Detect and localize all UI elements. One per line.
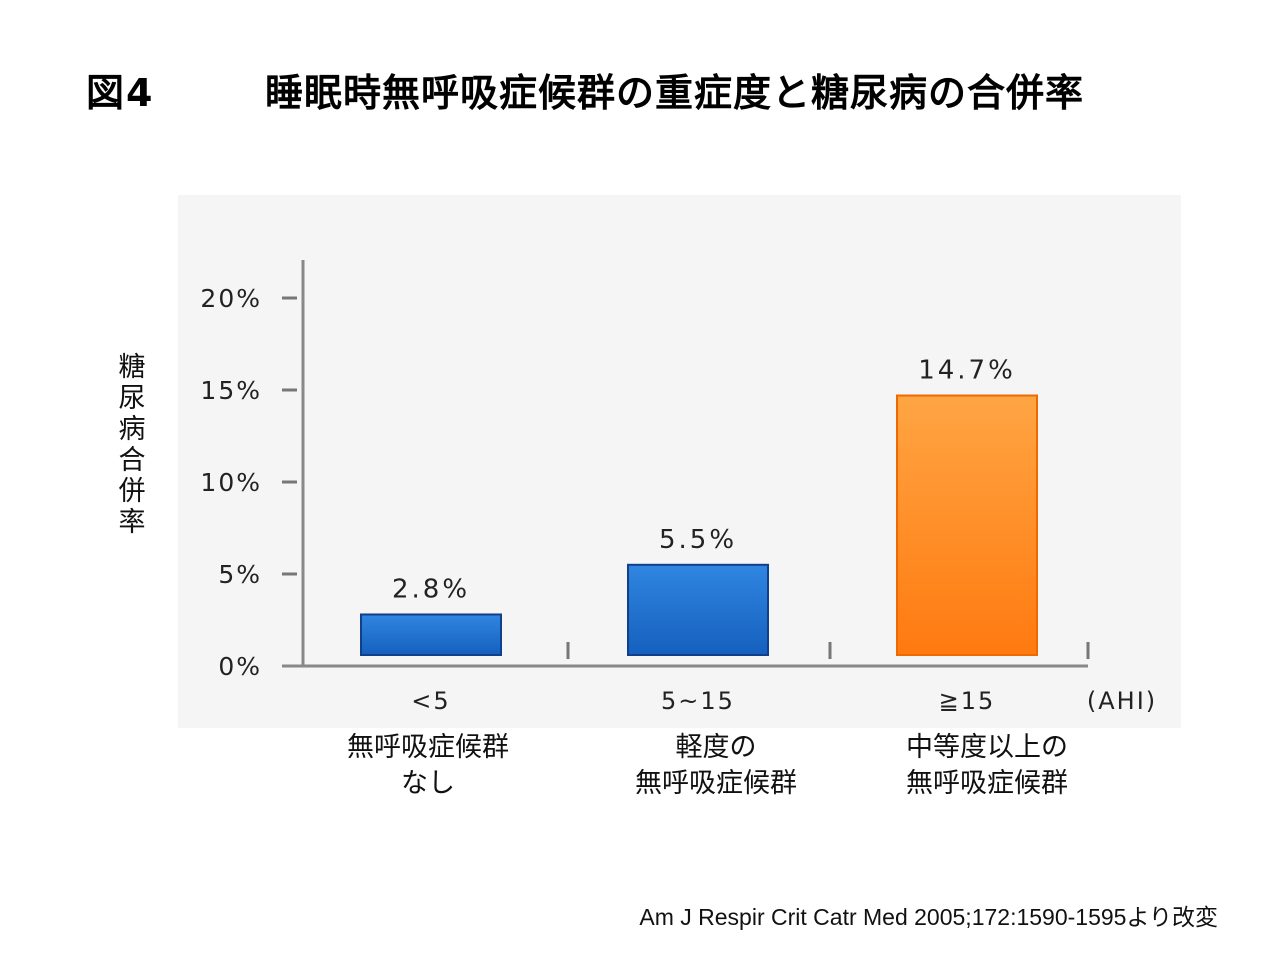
- category-description-1: 無呼吸症候群 なし: [298, 730, 558, 802]
- category-description-line: 無呼吸症候群: [635, 768, 797, 799]
- category-description-line: 中等度以上の: [906, 732, 1068, 763]
- bar-3: [896, 394, 1038, 656]
- bar-2: [627, 563, 769, 656]
- category-description-line: なし: [401, 768, 455, 799]
- category-description-2: 軽度の 無呼吸症候群: [586, 730, 846, 802]
- y-axis-label-char: 糖: [118, 352, 146, 383]
- y-axis-label-char: 病: [118, 414, 146, 445]
- x-axis-unit-label: (AHI): [1087, 687, 1157, 715]
- bar-value-label: 5.5%: [659, 525, 737, 555]
- category-description-line: 無呼吸症候群: [347, 732, 509, 763]
- y-axis-label-char: 合: [118, 445, 146, 476]
- y-axis-label-char: 尿: [118, 383, 146, 414]
- x-tick-label: 5~15: [661, 687, 735, 715]
- y-axis-label: 糖尿病合併率: [114, 352, 150, 538]
- y-tick-label: 15%: [200, 376, 262, 405]
- bar-value-label: 14.7%: [918, 356, 1016, 386]
- category-description-line: 軽度の: [675, 732, 757, 763]
- x-tick-label: <5: [411, 687, 450, 715]
- slide-title: 睡眠時無呼吸症候群の重症度と糖尿病の合併率: [265, 71, 1085, 115]
- category-description-line: 無呼吸症候群: [906, 768, 1068, 799]
- y-axis-label-char: 率: [118, 507, 146, 538]
- bar-value-label: 2.8%: [392, 574, 470, 604]
- y-tick-label: 20%: [200, 284, 262, 313]
- y-tick-label: 0%: [218, 652, 262, 681]
- y-tick-label: 10%: [200, 468, 262, 497]
- x-tick-label: ≧15: [939, 687, 996, 715]
- y-tick-label: 5%: [218, 560, 262, 589]
- category-description-3: 中等度以上の 無呼吸症候群: [857, 730, 1117, 802]
- source-citation: Am J Respir Crit Catr Med 2005;172:1590-…: [639, 904, 1218, 930]
- bar-1: [360, 613, 502, 656]
- y-axis-label-char: 併: [118, 476, 146, 507]
- figure-number: 図4: [86, 71, 155, 115]
